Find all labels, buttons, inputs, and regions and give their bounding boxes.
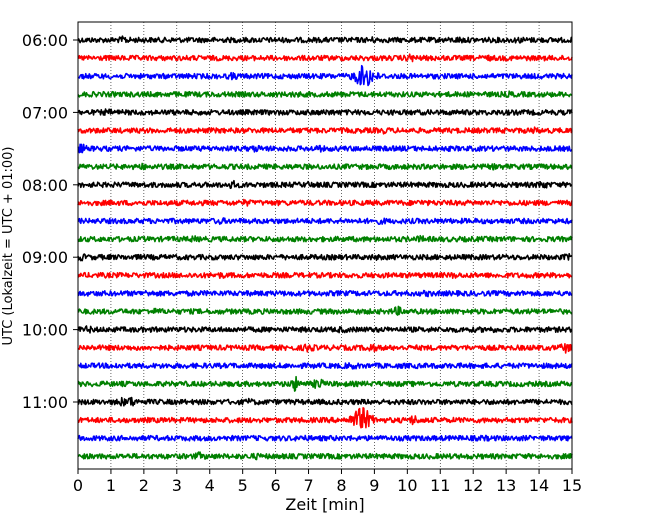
trace-0830 — [77, 217, 573, 226]
x-axis: 0 1 2 3 4 5 6 7 8 9 10 11 12 13 14 15 — [73, 469, 582, 495]
trace-1100 — [77, 396, 573, 407]
y-axis: 06:00 07:00 08:00 09:00 10:00 11:00 — [22, 31, 78, 412]
trace-1115 — [77, 407, 573, 429]
x-tick-label: 7 — [303, 476, 313, 495]
trace-layer — [77, 35, 573, 461]
trace-0715 — [77, 126, 573, 135]
trace-0645 — [77, 90, 573, 99]
trace-1015 — [77, 343, 573, 354]
trace-1030 — [77, 362, 573, 370]
y-tick-label: 10:00 — [22, 321, 68, 340]
trace-0800 — [77, 179, 573, 190]
trace-0815 — [77, 198, 573, 207]
trace-0730 — [77, 143, 573, 154]
x-tick-label: 10 — [397, 476, 417, 495]
trace-0930 — [77, 289, 573, 298]
trace-0900 — [77, 252, 573, 262]
x-tick-label: 14 — [529, 476, 549, 495]
plot-frame — [77, 21, 573, 470]
y-tick-label: 07:00 — [22, 103, 68, 122]
x-tick-label: 1 — [106, 476, 116, 495]
x-tick-label: 0 — [73, 476, 83, 495]
x-tick-label: 6 — [271, 476, 281, 495]
x-tick-label: 11 — [430, 476, 450, 495]
y-tick-label: 11:00 — [22, 393, 68, 412]
x-tick-label: 13 — [496, 476, 516, 495]
x-tick-label: 15 — [562, 476, 582, 495]
x-axis-label: Zeit [min] — [285, 495, 364, 514]
trace-0600 — [77, 35, 573, 44]
x-tick-label: 4 — [205, 476, 215, 495]
trace-0700 — [77, 108, 573, 116]
y-tick-label: 06:00 — [22, 31, 68, 50]
trace-0915 — [77, 271, 573, 280]
x-tick-label: 2 — [139, 476, 149, 495]
x-tick-label: 8 — [336, 476, 346, 495]
trace-0945 — [77, 305, 573, 316]
y-tick-label: 09:00 — [22, 248, 68, 267]
x-tick-label: 9 — [369, 476, 379, 495]
trace-0630 — [77, 64, 573, 87]
trace-0745 — [77, 162, 573, 171]
trace-1130 — [77, 434, 573, 442]
y-tick-label: 08:00 — [22, 176, 68, 195]
trace-1145 — [77, 451, 573, 461]
x-tick-label: 3 — [172, 476, 182, 495]
trace-0615 — [77, 53, 573, 63]
trace-0845 — [77, 234, 573, 243]
x-tick-label: 5 — [238, 476, 248, 495]
x-tick-label: 12 — [463, 476, 483, 495]
trace-1045 — [77, 375, 573, 392]
trace-1000 — [77, 325, 573, 334]
grid-layer — [110, 22, 540, 469]
y-axis-label: UTC (Lokalzeit = UTC + 01:00) — [1, 147, 16, 346]
